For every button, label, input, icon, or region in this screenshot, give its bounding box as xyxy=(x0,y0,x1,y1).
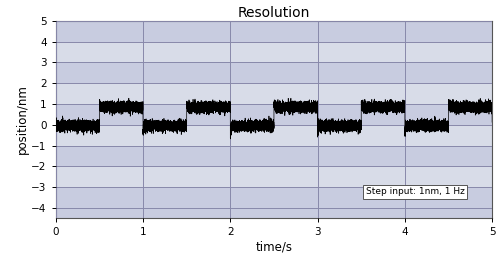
Bar xyxy=(56,83,492,104)
Bar xyxy=(56,187,492,208)
Title: Resolution: Resolution xyxy=(238,6,310,20)
Bar xyxy=(56,21,492,41)
X-axis label: time/s: time/s xyxy=(256,240,293,253)
Y-axis label: position/nm: position/nm xyxy=(16,84,29,154)
Text: Step input: 1nm, 1 Hz: Step input: 1nm, 1 Hz xyxy=(366,187,464,196)
Bar xyxy=(56,104,492,125)
Bar xyxy=(56,125,492,145)
Bar xyxy=(56,145,492,166)
Bar xyxy=(56,41,492,62)
Bar xyxy=(56,62,492,83)
Bar xyxy=(56,166,492,187)
